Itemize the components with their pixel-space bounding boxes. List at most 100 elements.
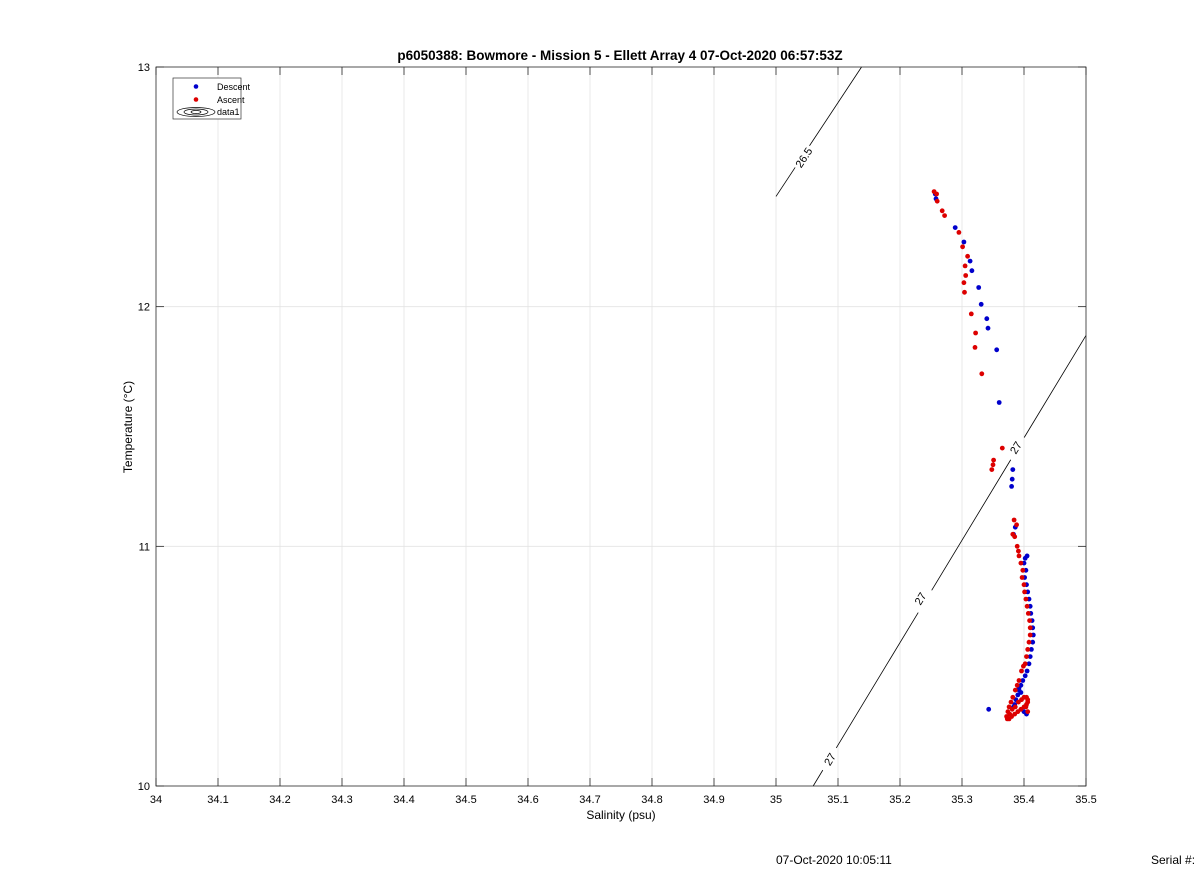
legend: Descent Ascent data1 [172,77,251,120]
point-ascent [934,191,939,197]
point-ascent [1018,560,1024,566]
x-tick-label: 35 [770,794,782,806]
point-ascent [1008,699,1014,705]
point-ascent [1025,647,1031,652]
point-descent [967,258,973,264]
point-descent [952,225,958,231]
point-ascent [1025,611,1031,616]
point-ascent [1014,682,1020,688]
x-tick-label: 34.3 [331,794,352,806]
x-tick-label: 34.1 [207,794,228,806]
legend-ascent-marker [193,97,199,102]
point-ascent [1027,632,1033,638]
x-tick-label: 34 [150,794,162,806]
isopycnal-line [1023,335,1087,438]
point-descent [1009,476,1015,482]
legend-descent-label: Descent [217,82,251,92]
point-ascent [1012,534,1018,540]
point-ascent [956,230,962,235]
point-ascent [960,244,965,250]
point-ascent [942,213,947,219]
point-ascent [1021,582,1027,588]
point-ascent [939,208,945,214]
point-ascent [934,198,940,204]
point-ascent [965,253,970,259]
point-descent [978,301,984,307]
data-points [931,189,1036,722]
point-ascent [1014,543,1020,549]
point-ascent [1022,589,1027,595]
x-tick-label: 35.1 [827,794,848,806]
legend-descent-marker [193,84,199,89]
point-ascent [989,467,995,472]
y-tick-label: 11 [139,541,150,553]
point-ascent [1016,678,1022,683]
point-ascent [1019,668,1024,674]
point-descent [1030,639,1036,645]
isopycnal-line [931,459,1012,591]
point-descent [1027,654,1033,659]
point-descent [994,347,1000,353]
x-tick-label: 35.4 [1013,794,1034,806]
chart-title: p6050388: Bowmore - Mission 5 - Ellett A… [397,48,842,63]
point-ascent [1023,704,1029,710]
isopycnal-label: 27 [822,751,839,768]
y-axis-label: Temperature (°C) [121,381,135,473]
x-tick-label: 34.2 [269,794,290,806]
point-ascent [963,273,969,278]
isopycnal-line [835,612,919,749]
point-ascent [1020,567,1026,573]
point-ascent [1016,553,1022,559]
point-ascent [1025,709,1031,715]
isopycnal-line [809,66,862,146]
legend-contour-icon [176,107,216,117]
legend-data1-label: data1 [217,107,240,117]
x-tick-label: 34.7 [579,794,600,806]
x-tick-label: 35.5 [1075,794,1096,806]
point-ascent [1023,596,1029,602]
point-descent [1020,678,1026,683]
x-axis-label: Salinity (psu) [586,808,655,822]
y-tick-label: 13 [138,62,150,74]
point-ascent [973,330,978,336]
point-ascent [1016,699,1021,705]
point-descent [1022,555,1028,561]
point-descent [1010,467,1016,472]
x-tick-label: 34.5 [455,794,476,806]
point-ascent [1012,687,1018,693]
point-descent [976,285,982,290]
point-ascent [972,345,978,350]
point-descent [984,316,990,322]
point-ascent [990,462,996,468]
axis-ticks: 34 34.1 34.2 34.3 34.4 34.5 34.6 34.7 34.8 34.9 35… [138,62,1097,806]
point-descent [985,325,991,331]
point-descent [996,400,1002,405]
point-descent [1026,661,1032,667]
x-tick-label: 34.4 [393,794,414,806]
point-ascent [991,457,996,463]
isopycnal-label: 27 [1008,440,1025,457]
point-ascent [1019,575,1025,580]
point-ascent [1010,694,1016,700]
point-descent [1029,647,1034,652]
x-tick-label: 35.3 [951,794,972,806]
point-descent [961,239,967,245]
legend-ascent-label: Ascent [217,95,245,105]
point-ascent [1007,711,1013,717]
x-tick-label: 34.9 [703,794,724,806]
point-ascent [1024,603,1030,609]
point-ascent [962,289,967,295]
y-tick-label: 12 [138,302,150,314]
x-tick-label: 34.6 [517,794,538,806]
point-ascent [1024,654,1029,659]
x-tick-label: 34.8 [641,794,662,806]
isopycnal-line [775,167,796,197]
point-ascent [1014,522,1019,528]
point-descent [1018,690,1024,695]
point-descent [1009,484,1014,489]
point-ascent [1011,517,1017,523]
point-ascent [1009,706,1015,712]
footer-serial-label: Serial #: [1151,853,1196,867]
point-ascent [968,311,974,317]
